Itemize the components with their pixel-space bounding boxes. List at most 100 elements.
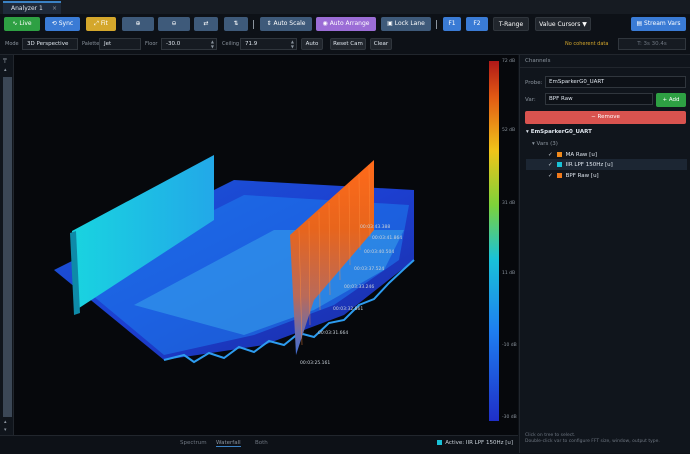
time-label: 00:03:31.664 [318,331,349,336]
tab-bar: Analyzer 1 × [0,0,690,15]
tree-var-item[interactable]: ✓ BPF Raw [u] [548,173,599,179]
fit-icon: ⤢ [94,20,101,27]
sync-button[interactable]: ⟲ Sync [45,17,80,31]
add-button[interactable]: + Add [656,93,686,107]
colorbar-label: -30 dB [502,415,517,420]
panel-title: Channels [525,58,551,64]
series-swatch [556,173,562,178]
f1-button[interactable]: F1 [443,17,461,31]
fit-button[interactable]: ⤢ Fit [86,17,116,31]
floor-input[interactable]: -30.0 ▲ ▼ [161,38,217,50]
time-readout: T: 3s 30.4s [618,38,686,50]
hint-text: Click on tree to select. [525,433,576,438]
checkmark-icon[interactable]: ✓ [548,152,553,158]
ceiling-label: Ceiling [222,41,240,47]
colorbar [489,61,499,421]
colorbar-label: -10 dB [502,343,517,348]
tree-vars-group[interactable]: ▾ Vars (3) [532,141,558,147]
mode-label: Mode [5,41,19,47]
lock-lane-button[interactable]: ▣ Lock Lane [381,17,431,31]
time-label: 00:03:41.864 [372,236,403,241]
checkmark-icon[interactable]: ✓ [548,162,553,168]
auto-scale-icon: ⇕ [266,20,274,27]
surface-wall [72,155,214,310]
f2-button[interactable]: F2 [466,17,488,31]
scroll-down-icon[interactable]: ▴ [4,419,7,425]
zoom-in-icon: ⊕ [135,20,141,27]
zoom-out-button[interactable]: ⊖ [158,17,190,31]
time-label: 00:03:37.524 [354,267,385,272]
tab-spectrum[interactable]: Spectrum [180,440,207,446]
waterfall-plot[interactable]: ₸ ▴ ▴ ▾ [0,55,518,454]
tab-analyzer[interactable]: Analyzer 1 × [3,1,61,14]
active-status: Active: IIR LPF 150Hz [u] [437,440,513,446]
zoom-out-icon: ⊖ [171,20,177,27]
stream-vars-button[interactable]: ▤ Stream Vars [631,17,686,31]
mode-select[interactable]: 3D Perspective [22,38,78,50]
auto-button[interactable]: Auto [301,38,323,50]
reset-cam-button[interactable]: Reset Cam [330,38,366,50]
palette-label: Palette [82,41,100,47]
tab-title: Analyzer 1 [11,5,43,12]
view-tabs-bar: Spectrum Waterfall Both Active: IIR LPF … [0,435,518,454]
pin-icon[interactable]: ₸ [3,58,7,65]
swap-vertical-icon: ⇅ [233,20,239,27]
left-rail: ₸ ▴ ▴ ▾ [0,55,14,435]
floor-label: Floor [145,41,158,47]
time-label: 00:03:25.161 [300,361,331,366]
spike-lines [298,164,371,346]
tab-waterfall[interactable]: Waterfall [216,440,241,447]
auto-arrange-button[interactable]: ◉ Auto Arrange [316,17,376,31]
value-cursors-dropdown[interactable]: Value Cursors ▼ [535,17,591,31]
var-select[interactable]: BPF Raw [545,93,653,105]
auto-scale-button[interactable]: ⇕ Auto Scale [260,17,312,31]
tree-probe[interactable]: ▾ EmSparkerG0_UART [526,129,592,135]
pulse-icon: ∿ [12,20,20,27]
colorbar-label: 11 dB [502,271,516,276]
colorbar-label: 31 dB [502,201,516,206]
time-label: 00:03:40.504 [364,250,395,255]
probe-select[interactable]: EmSparkerG0_UART [545,76,686,88]
options-bar: Mode 3D Perspective Palette Jet Floor -3… [0,35,690,55]
arrange-icon: ◉ [322,20,330,27]
hint-text: Double-click var to configure FFT size, … [525,439,660,444]
live-button[interactable]: ∿ Live [4,17,40,31]
scrollbar[interactable] [3,77,12,417]
series-swatch [437,440,443,445]
time-label: 00:03:33.246 [344,285,375,290]
clear-button[interactable]: Clear [370,38,392,50]
swap-vertical-button[interactable]: ⇅ [224,17,248,31]
tree-var-item[interactable]: ✓ IIR LPF 150Hz [u] [548,162,613,168]
scroll-up-icon[interactable]: ▴ [4,67,7,73]
toolbar-divider [253,20,254,29]
spinner-icon[interactable]: ▲ ▼ [290,39,294,49]
series-swatch [556,162,562,167]
palette-select[interactable]: Jet [99,38,141,50]
t-range-button[interactable]: T-Range [493,17,529,31]
time-label: 00:03:43.388 [360,225,391,230]
chevron-down-icon[interactable]: ▾ [4,427,7,433]
tab-both[interactable]: Both [255,440,268,446]
remove-button[interactable]: − Remove [525,111,686,124]
ceiling-input[interactable]: 71.9 ▲ ▼ [240,38,297,50]
zoom-in-button[interactable]: ⊕ [122,17,154,31]
waterfall-surface [54,155,415,364]
time-label: 00:03:32.861 [333,307,364,312]
swap-horizontal-icon: ⇄ [203,20,209,27]
surface-spike [290,160,374,355]
sync-icon: ⟲ [51,20,59,27]
colorbar-label: 52 dB [502,128,516,133]
lock-icon: ▣ [387,20,395,27]
tree-var-item[interactable]: ✓ MA Raw [u] [548,152,597,158]
surface-wall-edge [70,231,80,315]
spinner-icon[interactable]: ▲ ▼ [210,39,214,49]
channels-panel: Channels Probe: EmSparkerG0_UART Var: BP… [519,55,690,453]
chevron-down-icon: ▾ [532,141,537,147]
selected-row [526,159,687,170]
checkmark-icon[interactable]: ✓ [548,173,553,179]
close-icon[interactable]: × [51,5,57,12]
var-label: Var: [525,97,536,103]
divider [520,67,690,68]
coherent-status: No coherent data [565,41,609,47]
swap-horizontal-button[interactable]: ⇄ [194,17,218,31]
